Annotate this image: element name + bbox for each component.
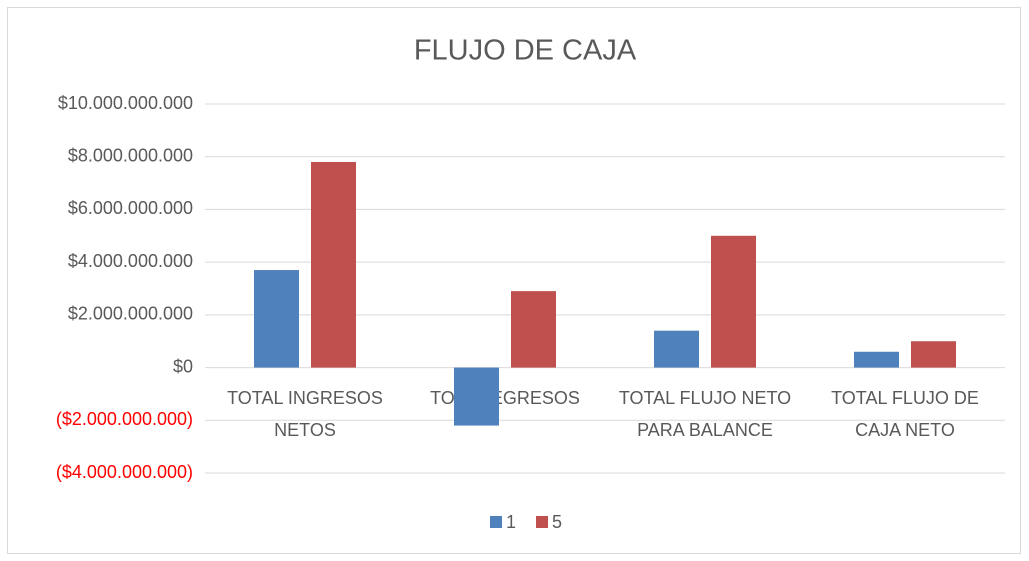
bar [254, 270, 299, 368]
x-tick-label-box: TOTAL FLUJO NETO PARA BALANCE [618, 387, 792, 440]
bar [511, 291, 556, 368]
y-tick-label: ($4.000.000.000) [56, 462, 193, 482]
x-tick-label-box: TOTAL FLUJO DE CAJA NETO [831, 387, 979, 440]
x-tick-label-box: TOTAL INGRESOS NETOS [227, 387, 383, 440]
x-tick-label-box: TOTAL EGRESOS [430, 387, 580, 408]
bar [654, 330, 699, 368]
legend-swatch [536, 516, 549, 528]
legend-swatch [490, 516, 502, 528]
x-tick-label: TOTAL FLUJO DE CAJA NETO [831, 387, 979, 440]
bar [854, 351, 899, 368]
bar [311, 161, 356, 368]
y-tick-label: $4.000.000.000 [68, 251, 193, 271]
legend-label: 5 [552, 512, 562, 532]
x-tick-label: TOTAL FLUJO NETO PARA BALANCE [618, 387, 792, 440]
y-tick-label: $6.000.000.000 [68, 198, 193, 218]
y-tick-label: $8.000.000.000 [68, 145, 193, 165]
chart-border [7, 7, 1021, 554]
y-tick-label: $0 [173, 356, 193, 376]
chart-title: FLUJO DE CAJA [414, 35, 637, 67]
bar [911, 341, 956, 368]
legend-label: 1 [506, 512, 516, 532]
x-tick-label: TOTAL INGRESOS NETOS [227, 387, 383, 440]
y-tick-label: $2.000.000.000 [68, 304, 193, 324]
y-tick-label: $10.000.000.000 [58, 93, 193, 113]
x-tick-label: TOTAL EGRESOS [430, 387, 580, 408]
bar [454, 367, 499, 426]
bar [711, 235, 756, 368]
y-tick-label: ($2.000.000.000) [56, 409, 193, 429]
